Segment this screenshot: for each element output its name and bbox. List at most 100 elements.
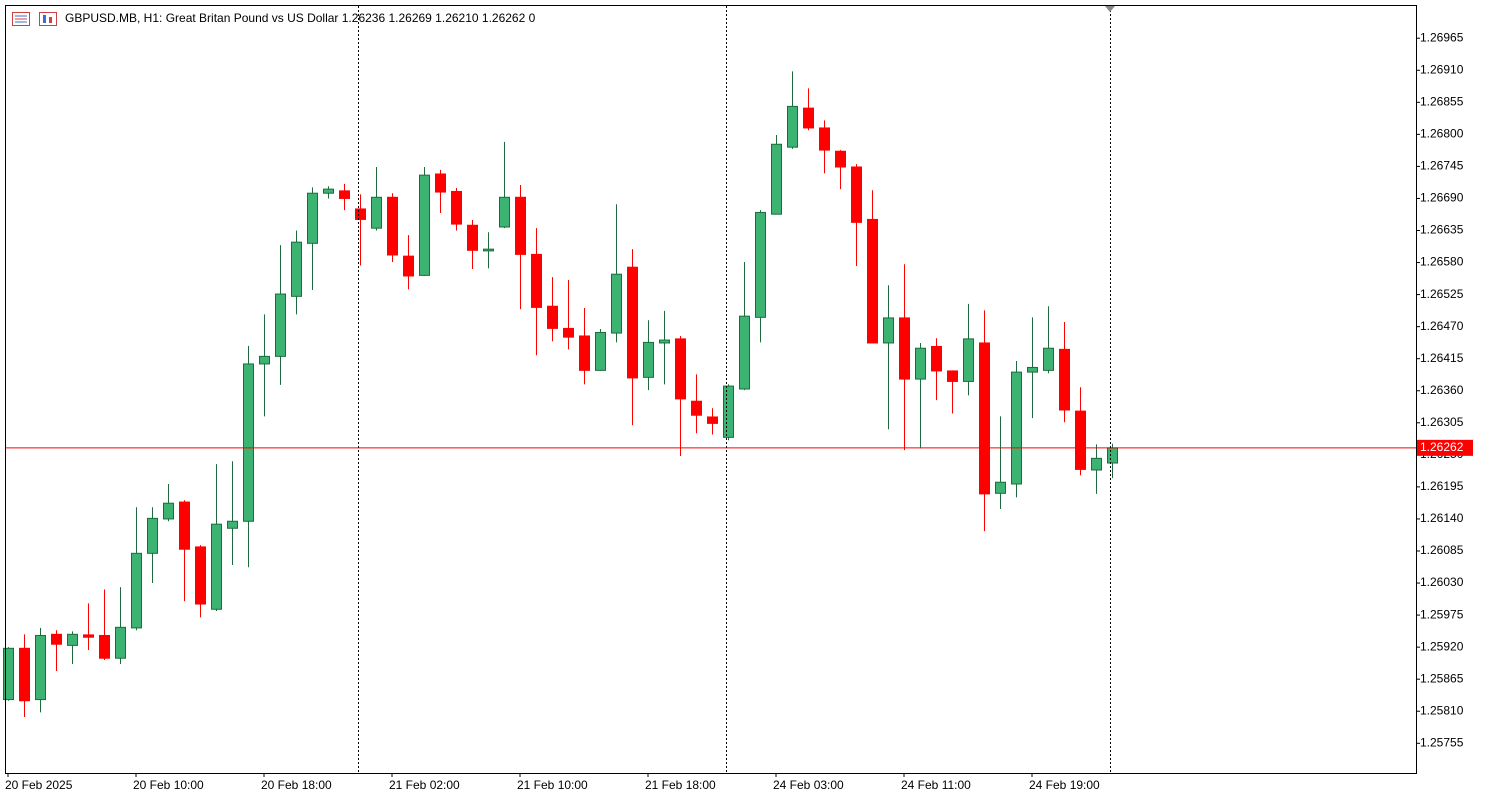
x-tick-label: 24 Feb 03:00 xyxy=(773,778,844,792)
candle-down xyxy=(387,196,398,256)
candle-down xyxy=(819,127,830,151)
candle-down xyxy=(547,305,558,329)
candle-down xyxy=(339,190,350,199)
candle-down xyxy=(563,327,574,338)
candle-down xyxy=(627,266,638,379)
candle-down xyxy=(867,218,878,344)
candle-up xyxy=(163,502,174,520)
y-tick-label: 1.26800 xyxy=(1420,127,1464,141)
candle-up xyxy=(755,211,766,318)
candle-down xyxy=(1075,410,1086,470)
candle-up xyxy=(963,338,974,382)
icon-chart[interactable] xyxy=(39,12,57,26)
icon-bar xyxy=(43,15,46,23)
x-tick-label: 20 Feb 2025 xyxy=(5,778,73,792)
plot-frame xyxy=(5,5,1417,774)
candle-down xyxy=(83,634,94,638)
candle-up xyxy=(643,341,654,378)
candle-down xyxy=(179,501,190,550)
candle-down xyxy=(707,416,718,424)
candle-up xyxy=(227,520,238,529)
plot-area xyxy=(3,71,1416,718)
candle-down xyxy=(579,335,590,371)
x-tick-label: 24 Feb 19:00 xyxy=(1029,778,1100,792)
chart-title: GBPUSD.MB, H1: Great Britan Pound vs US … xyxy=(65,11,536,25)
y-tick-label: 1.26140 xyxy=(1420,511,1464,525)
y-tick-label: 1.25810 xyxy=(1420,703,1464,717)
y-tick-label: 1.26525 xyxy=(1420,287,1464,301)
y-tick-label: 1.26690 xyxy=(1420,191,1464,205)
x-tick-label: 20 Feb 10:00 xyxy=(133,778,204,792)
candle-up xyxy=(35,634,46,701)
candle-down xyxy=(851,166,862,223)
candle-up xyxy=(275,293,286,357)
y-tick-label: 1.26745 xyxy=(1420,159,1464,173)
y-tick-label: 1.26415 xyxy=(1420,351,1464,365)
candle-up xyxy=(419,174,430,276)
candle-down xyxy=(195,546,206,605)
x-tick-label: 24 Feb 11:00 xyxy=(901,778,971,792)
y-tick-label: 1.25755 xyxy=(1420,735,1464,749)
candle-down xyxy=(51,633,62,645)
candle-down xyxy=(1059,348,1070,411)
candle-down xyxy=(531,253,542,308)
candle-down xyxy=(355,208,366,220)
candle-up xyxy=(1011,371,1022,485)
candle-up xyxy=(1027,366,1038,373)
candle-up xyxy=(659,339,670,344)
x-tick-label: 20 Feb 18:00 xyxy=(261,778,332,792)
x-tick-label: 21 Feb 02:00 xyxy=(389,778,460,792)
candle-up xyxy=(291,241,302,297)
candle-down xyxy=(803,107,814,129)
candle-down xyxy=(467,224,478,251)
candle-down xyxy=(931,345,942,372)
y-tick-label: 1.26030 xyxy=(1420,575,1464,589)
candle-up xyxy=(883,317,894,344)
y-tick-label: 1.26305 xyxy=(1420,415,1464,429)
candle-down xyxy=(947,370,958,382)
toolbar-icons xyxy=(12,12,57,26)
candle-up xyxy=(1043,347,1054,371)
candle-down xyxy=(403,255,414,277)
y-tick-label: 1.26195 xyxy=(1420,479,1464,493)
candle-down xyxy=(99,634,110,659)
candle-up xyxy=(1107,447,1118,464)
y-tick-label: 1.26635 xyxy=(1420,223,1464,237)
candle-up xyxy=(499,196,510,228)
candle-down xyxy=(515,196,526,255)
candle-up xyxy=(787,105,798,148)
candle-down xyxy=(691,400,702,416)
candle-down xyxy=(979,342,990,495)
y-tick-label: 1.26360 xyxy=(1420,383,1464,397)
y-tick-label: 1.26910 xyxy=(1420,62,1464,76)
candle-down xyxy=(435,173,446,193)
y-tick-label: 1.26580 xyxy=(1420,255,1464,269)
candle-up xyxy=(915,347,926,380)
candle-up xyxy=(371,196,382,229)
price-tag-label: 1.26262 xyxy=(1420,440,1464,454)
x-tick-label: 21 Feb 10:00 xyxy=(517,778,588,792)
y-tick-label: 1.25975 xyxy=(1420,607,1464,621)
candle-up xyxy=(147,517,158,554)
candle-up xyxy=(131,552,142,629)
candle-down xyxy=(451,190,462,225)
candle-up xyxy=(259,355,270,365)
candle-up xyxy=(611,273,622,334)
candle-down xyxy=(899,317,910,380)
candle-up xyxy=(307,192,318,244)
y-tick-label: 1.26965 xyxy=(1420,30,1464,44)
candle-up xyxy=(771,143,782,215)
y-tick-label: 1.25920 xyxy=(1420,639,1464,653)
candle-down xyxy=(675,338,686,400)
candle-down xyxy=(19,647,30,702)
price-tag xyxy=(1417,439,1473,456)
candle-down xyxy=(835,150,846,168)
x-tick-label: 21 Feb 18:00 xyxy=(645,778,716,792)
y-tick-label: 1.25865 xyxy=(1420,671,1464,685)
candle-up xyxy=(323,188,334,194)
y-tick-label: 1.26855 xyxy=(1420,94,1464,108)
icon-bar xyxy=(49,17,52,23)
shift-marker[interactable] xyxy=(1105,6,1115,12)
